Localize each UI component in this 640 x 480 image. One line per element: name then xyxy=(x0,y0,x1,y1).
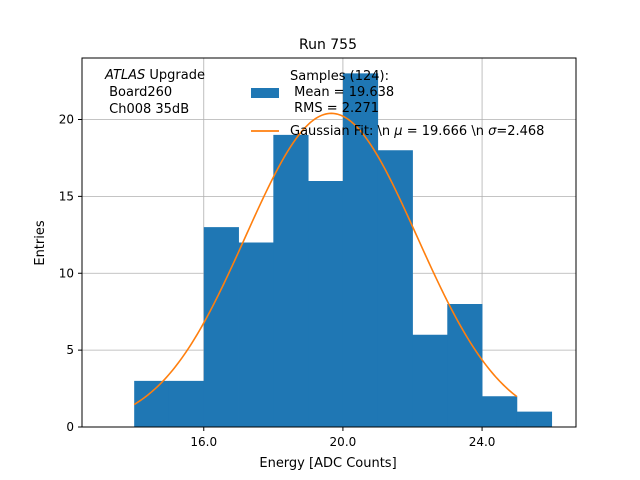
histogram-bar xyxy=(516,411,553,427)
legend-fit-label: Gaussian Fit: \n μ = 19.666 \n σ=2.468 xyxy=(290,124,544,139)
atlas-rest: Upgrade xyxy=(145,68,205,83)
histogram-bar xyxy=(168,380,205,427)
histogram-bar xyxy=(377,150,413,427)
y-tick-label: 20 xyxy=(59,113,74,127)
fit-label-part-2: = 19.666 \n xyxy=(403,124,489,139)
legend-hist-line-1: Samples (124): xyxy=(290,69,389,84)
histogram-bar xyxy=(342,73,379,427)
y-tick-label: 10 xyxy=(59,266,74,280)
fit-label-sigma: σ xyxy=(488,124,497,139)
x-tick-label: 16.0 xyxy=(190,435,217,449)
legend-hist-line-3: RMS = 2.271 xyxy=(290,101,379,116)
x-tick-label: 24.0 xyxy=(469,435,496,449)
fit-curve-group xyxy=(133,112,518,406)
fit-label-part-1: Gaussian Fit: \n xyxy=(290,124,394,139)
fit-label-mu: μ xyxy=(393,124,402,139)
chart-title: Run 755 xyxy=(299,37,357,53)
histogram-bar xyxy=(412,334,448,427)
histogram-bar xyxy=(203,227,239,427)
histogram-bar xyxy=(482,396,518,427)
histogram-bar xyxy=(273,134,309,427)
x-axis-label: Energy [ADC Counts] xyxy=(259,456,396,471)
y-tick-label: 5 xyxy=(66,343,74,357)
histogram-bar xyxy=(134,380,170,427)
histogram-bar xyxy=(447,304,483,427)
y-tick-label: 15 xyxy=(59,189,74,203)
y-axis-label: Entries xyxy=(33,220,48,266)
gaussian-fit-curve xyxy=(133,112,518,406)
annotation-line-2: Board260 xyxy=(105,85,172,100)
fit-label-part-3: =2.468 xyxy=(496,124,544,139)
annotation-line-1: ATLAS Upgrade xyxy=(104,68,205,83)
histogram-bar xyxy=(238,242,274,427)
legend-hist-line-2: Mean = 19.638 xyxy=(290,85,394,100)
annotation-text: ATLAS Upgrade Board260 Ch008 35dB xyxy=(104,68,205,117)
x-tick-label: 20.0 xyxy=(330,435,357,449)
axis-ticks: 16.0 20.0 24.0 0 5 10 15 20 xyxy=(59,113,496,450)
legend: Samples (124): Mean = 19.638 RMS = 2.271… xyxy=(251,69,544,139)
plot-frame xyxy=(81,57,577,428)
atlas-word: ATLAS xyxy=(104,68,145,83)
legend-hist-swatch xyxy=(251,88,279,98)
annotation-line-3: Ch008 35dB xyxy=(105,102,189,117)
y-tick-label: 0 xyxy=(66,420,74,434)
histogram-bars xyxy=(134,73,553,427)
histogram-bar xyxy=(308,181,344,427)
